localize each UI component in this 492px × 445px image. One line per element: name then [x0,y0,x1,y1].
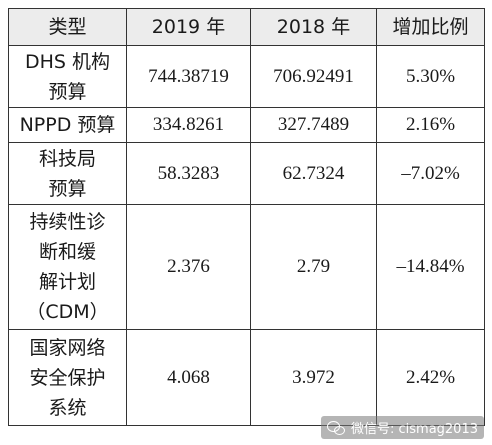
cell-change: 2.16% [376,107,485,143]
cell-2019: 744.38719 [126,45,251,108]
wechat-icon [326,420,345,436]
cell-2019: 2.376 [126,204,251,330]
type-line: 安全保护 [29,366,106,389]
cell-2019: 58.3283 [126,142,251,205]
watermark-text: 微信号: cismag2013 [350,422,478,437]
cell-2018: 2.79 [250,204,377,330]
table-row: NPPD 预算 334.8261 327.7489 2.16% [8,107,485,143]
header-2018: 2018 年 [250,8,377,46]
type-line: 解计划 [38,271,96,293]
table-row: DHS 机构 预算 744.38719 706.92491 5.30% [8,45,485,108]
cell-2019: 334.8261 [126,107,251,143]
budget-table: 类型 2019 年 2018 年 增加比例 DHS 机构 预算 744.3871… [8,8,485,426]
table-row: 持续性诊 断和缓 解计划 （CDM） 2.376 2.79 –14.84% [8,204,485,330]
type-line: 断和缓 [38,241,96,263]
type-line: DHS 机构 [24,50,111,73]
cell-change: –14.84% [376,204,485,330]
cell-2018: 3.972 [250,329,377,426]
header-change: 增加比例 [376,8,485,46]
cell-2019: 4.068 [126,329,251,426]
type-line: 预算 [48,177,87,200]
header-2019: 2019 年 [126,8,251,46]
cell-change: –7.02% [376,142,485,205]
cell-type: 科技局 预算 [8,142,127,205]
type-line: 持续性诊 [29,211,106,233]
type-line: 预算 [48,80,87,103]
cell-type: 国家网络 安全保护 系统 [8,329,127,426]
type-line: （CDM） [26,301,109,323]
type-line: 科技局 [38,147,96,170]
type-line: 国家网络 [29,336,106,359]
type-line: 系统 [48,396,87,419]
cell-2018: 706.92491 [250,45,377,108]
cell-type: 持续性诊 断和缓 解计划 （CDM） [8,204,127,330]
table-row: 国家网络 安全保护 系统 4.068 3.972 2.42% [8,329,485,426]
cell-type: DHS 机构 预算 [8,45,127,108]
watermark: 微信号: cismag2013 [320,416,484,439]
cell-change: 2.42% [376,329,485,426]
cell-2018: 327.7489 [250,107,377,143]
table-row: 科技局 预算 58.3283 62.7324 –7.02% [8,142,485,205]
cell-change: 5.30% [376,45,485,108]
header-row: 类型 2019 年 2018 年 增加比例 [8,8,485,46]
type-line: NPPD 预算 [19,114,116,136]
cell-type: NPPD 预算 [8,107,127,143]
header-type: 类型 [8,8,127,46]
cell-2018: 62.7324 [250,142,377,205]
